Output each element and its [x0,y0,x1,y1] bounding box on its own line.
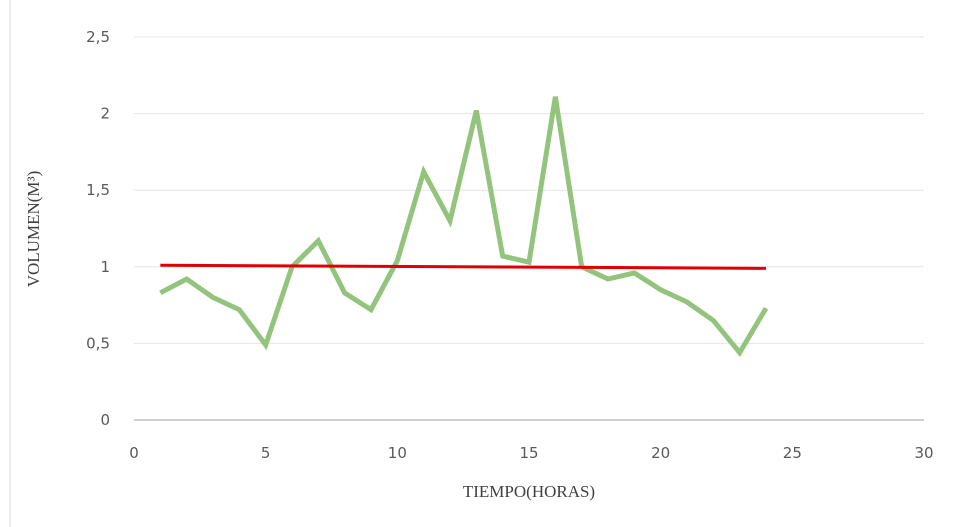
y-axis-title: VOLUMEN(M³) [24,171,43,288]
y-tick-label: 0,5 [86,334,110,352]
series-line [159,96,769,357]
y-tick-label: 0 [100,411,110,429]
x-tick-label: 25 [783,444,802,462]
y-tick-label: 1 [100,258,110,276]
y-tick-label: 2 [100,105,110,123]
x-tick-label: 10 [388,444,407,462]
y-tick-label: 2,5 [86,28,110,46]
x-tick-label: 20 [651,444,670,462]
x-axis-title: TIEMPO(HORAS) [463,482,595,501]
x-tick-label: 5 [261,444,271,462]
y-tick-label: 1,5 [86,181,110,199]
x-tick-label: 0 [129,444,139,462]
x-tick-label: 30 [914,444,933,462]
x-tick-label: 15 [519,444,538,462]
series-line [160,263,767,270]
